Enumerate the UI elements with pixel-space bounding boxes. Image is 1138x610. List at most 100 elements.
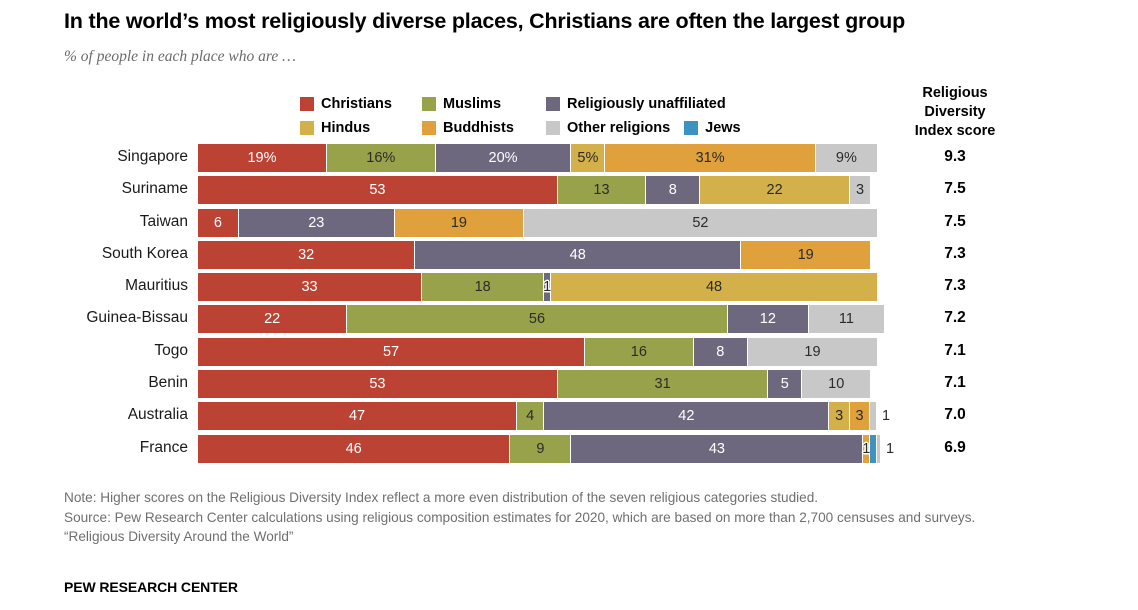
chart-legend: Christians Muslims Religiously unaffilia… — [300, 93, 770, 141]
stacked-bar: 46 9 43 1 1 — [198, 434, 894, 463]
page-title: In the world’s most religiously diverse … — [64, 9, 906, 33]
stacked-bar: 19% 16% 20% 5% 31% 9% — [198, 144, 877, 172]
chart-row: Singapore 19% 16% 20% 5% 31% 9% 9.3 — [0, 143, 1138, 175]
chart-row: Benin 53 31 5 10 7.1 — [0, 369, 1138, 401]
bar-segment-muslims[interactable]: 18 — [422, 273, 545, 302]
bar-segment-unaffiliated[interactable]: 1 — [543, 273, 551, 302]
bar-segment-jews[interactable] — [870, 434, 877, 463]
bar-segment-unaffiliated[interactable]: 12 — [727, 305, 810, 334]
bar-segment-other[interactable]: 1 — [876, 434, 894, 463]
legend-label-buddhists: Buddhists — [443, 120, 514, 136]
bar-segment-christians[interactable]: 19% — [198, 144, 327, 172]
bar-segment-unaffiliated[interactable]: 8 — [693, 337, 748, 366]
bar-segment-other[interactable]: 1 — [870, 402, 890, 431]
bar-segment-buddhists[interactable]: 1 — [862, 434, 870, 463]
bar-segment-value: 47 — [348, 408, 366, 425]
bar-segment-unaffiliated[interactable]: 23 — [238, 208, 395, 237]
bar-segment-buddhists[interactable]: 3 — [849, 402, 871, 431]
bar-segment-buddhists[interactable]: 19 — [741, 240, 871, 269]
bar-segment-value: 3 — [835, 408, 844, 425]
bar-segment-other[interactable]: 9% — [815, 144, 877, 172]
row-label-australia: Australia — [127, 406, 188, 424]
legend-item-jews[interactable]: Jews — [684, 120, 741, 136]
legend-item-christians[interactable]: Christians — [300, 96, 408, 112]
bar-segment-unaffiliated[interactable]: 5 — [768, 370, 803, 399]
bar-segment-value: 4 — [526, 408, 535, 425]
row-label-mauritius: Mauritius — [125, 277, 188, 295]
chart-rows: Singapore 19% 16% 20% 5% 31% 9% 9.3 Suriname 53 13… — [0, 143, 1138, 466]
legend-item-other-religions[interactable]: Other religions — [546, 120, 670, 136]
bar-segment-value: 12 — [759, 311, 776, 328]
footer-report-title: “Religious Diversity Around the World” — [64, 529, 294, 544]
bar-segment-value: 48 — [569, 246, 586, 263]
bar-segment-muslims[interactable]: 56 — [347, 305, 728, 334]
legend-label-other-religions: Other religions — [567, 120, 671, 136]
legend-label-hindus: Hindus — [321, 120, 371, 136]
bar-segment-other[interactable]: 10 — [802, 370, 871, 399]
bar-segment-muslims[interactable]: 16 — [585, 337, 694, 366]
stacked-bar: 33 18 1 48 — [198, 273, 877, 302]
bar-segment-value: 31% — [695, 150, 725, 166]
legend-label-jews: Jews — [705, 120, 741, 136]
bar-segment-christians[interactable]: 53 — [198, 370, 558, 399]
bar-segment-unaffiliated[interactable]: 8 — [646, 176, 701, 205]
bar-segment-value: 3 — [855, 408, 864, 425]
bar-segment-buddhists[interactable]: 19 — [394, 208, 524, 237]
bar-segment-unaffiliated[interactable]: 42 — [544, 402, 830, 431]
bar-segment-christians[interactable]: 22 — [198, 305, 348, 334]
stacked-bar: 57 16 8 19 — [198, 337, 877, 366]
bar-segment-christians[interactable]: 33 — [198, 273, 423, 302]
stacked-bar: 22 56 12 11 — [198, 305, 884, 334]
bar-segment-value: 5% — [577, 150, 599, 166]
row-label-singapore: Singapore — [117, 148, 188, 165]
legend-item-unaffiliated[interactable]: Religiously unaffiliated — [546, 96, 726, 112]
bar-segment-muslims[interactable]: 16% — [327, 144, 436, 172]
bar-segment-christians[interactable]: 6 — [198, 208, 239, 237]
rdi-score: 6.9 — [944, 438, 966, 456]
bar-segment-christians[interactable]: 32 — [198, 240, 416, 269]
rdi-score: 7.3 — [944, 244, 966, 262]
bar-segment-unaffiliated[interactable]: 43 — [571, 434, 864, 463]
legend-item-muslims[interactable]: Muslims — [422, 96, 532, 112]
bar-segment-other[interactable]: 11 — [809, 305, 884, 334]
bar-segment-christians[interactable]: 57 — [198, 337, 586, 366]
bar-segment-value: 8 — [716, 343, 725, 360]
legend-item-hindus[interactable]: Hindus — [300, 120, 408, 136]
bar-segment-hindus[interactable]: 5% — [571, 144, 606, 172]
bar-segment-other[interactable]: 52 — [523, 208, 877, 237]
bar-segment-hindus[interactable]: 3 — [829, 402, 850, 431]
bar-segment-buddhists[interactable]: 31% — [605, 144, 816, 172]
bar-segment-muslims[interactable]: 9 — [510, 434, 572, 463]
bar-segment-unaffiliated[interactable]: 20% — [435, 144, 572, 172]
legend-label-christians: Christians — [321, 96, 392, 112]
bar-segment-muslims[interactable]: 31 — [557, 370, 769, 399]
rdi-score: 9.3 — [944, 148, 966, 165]
bar-segment-christians[interactable]: 46 — [198, 434, 511, 463]
legend-item-buddhists[interactable]: Buddhists — [422, 120, 532, 136]
rdi-score: 7.3 — [944, 277, 966, 295]
chart-row: Togo 57 16 8 19 7.1 — [0, 337, 1138, 369]
chart-row: Suriname 53 13 8 22 3 7.5 — [0, 175, 1138, 207]
bar-segment-muslims[interactable]: 13 — [557, 176, 647, 205]
bar-segment-value: 33 — [301, 279, 318, 296]
bar-segment-other[interactable]: 19 — [747, 337, 877, 366]
row-label-france: France — [139, 438, 188, 456]
bar-segment-value: 20% — [488, 150, 518, 166]
rdi-score: 7.5 — [944, 180, 966, 198]
chart-row: South Korea 32 48 19 7.3 — [0, 240, 1138, 272]
bar-segment-christians[interactable]: 53 — [198, 176, 558, 205]
bar-segment-value: 31 — [654, 376, 671, 393]
bar-segment-christians[interactable]: 47 — [198, 402, 518, 431]
bar-segment-unaffiliated[interactable]: 48 — [415, 240, 742, 269]
bar-segment-value: 57 — [382, 343, 400, 360]
chart-row: France 46 9 43 1 1 6.9 — [0, 434, 1138, 466]
bar-segment-hindus[interactable]: 22 — [700, 176, 850, 205]
bar-segment-other[interactable]: 3 — [849, 176, 871, 205]
bar-segment-value: 19% — [247, 150, 277, 166]
bar-segment-value: 9 — [536, 440, 545, 457]
bar-segment-value: 19 — [797, 246, 814, 263]
legend-swatch-muslims — [422, 97, 436, 111]
bar-segment-value: 9% — [835, 150, 857, 166]
bar-segment-hindus[interactable]: 48 — [551, 273, 877, 302]
bar-segment-muslims[interactable]: 4 — [517, 402, 545, 431]
